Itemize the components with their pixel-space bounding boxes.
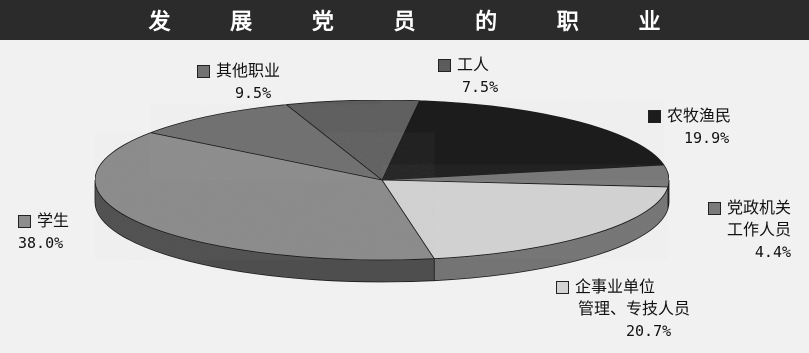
- pie-slice: [381, 100, 665, 181]
- label-farmers: 农牧渔民 19.9%: [648, 105, 731, 149]
- legend-swatch-icon: [18, 214, 31, 228]
- pie-slice: [381, 179, 669, 260]
- label-students: 学生 38.0%: [18, 211, 70, 252]
- pie-top-face: [94, 99, 670, 261]
- label-officials: 党政机关 工作人员 4.4%: [708, 197, 791, 263]
- pie-slice: [285, 99, 421, 181]
- legend-swatch-icon: [708, 201, 721, 215]
- legend-swatch-icon: [197, 64, 210, 78]
- label-enterprise: 企事业单位 管理、专技人员 20.7%: [556, 276, 690, 342]
- legend-swatch-icon: [438, 58, 451, 72]
- chart-title: 发 展 党 员 的 职 业: [0, 0, 809, 40]
- pie-slice: [94, 132, 435, 261]
- label-other: 其他职业 9.5%: [197, 60, 280, 104]
- legend-swatch-icon: [648, 109, 661, 123]
- label-worker: 工人 7.5%: [438, 54, 498, 98]
- pie-slice: [149, 104, 383, 181]
- legend-swatch-icon: [556, 280, 569, 294]
